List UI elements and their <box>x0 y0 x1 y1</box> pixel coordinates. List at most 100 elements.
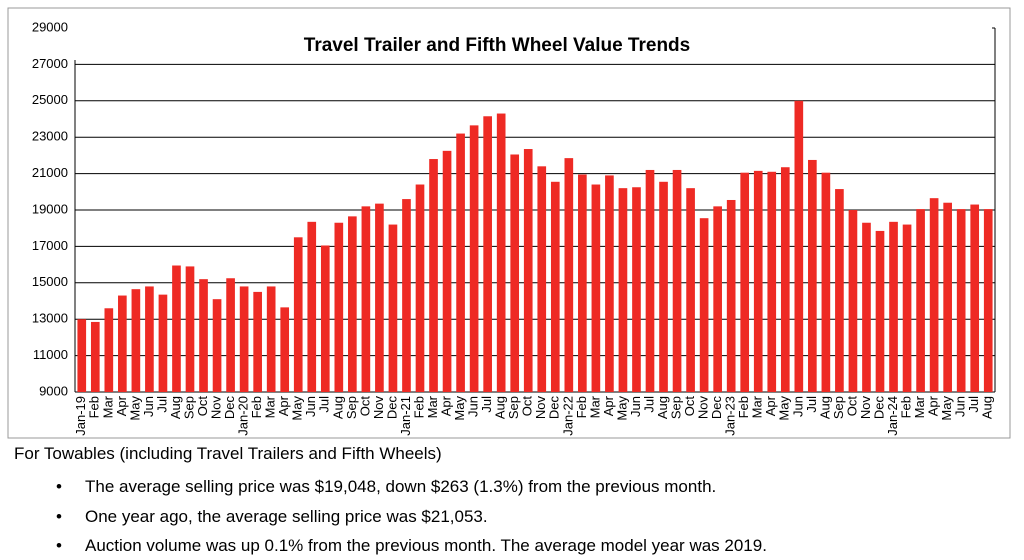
bar <box>862 222 871 392</box>
bar <box>523 149 533 392</box>
bar <box>686 188 695 392</box>
bar <box>740 172 750 392</box>
bar <box>185 266 195 392</box>
x-tick-label: Dec <box>709 396 724 420</box>
bar <box>280 307 290 392</box>
x-tick-label: Nov <box>858 396 873 420</box>
bar <box>889 221 898 392</box>
bar <box>821 172 831 392</box>
x-tick-label: Mar <box>100 395 115 418</box>
bar <box>875 230 885 392</box>
x-tick-label: Apr <box>438 395 453 416</box>
bar <box>307 221 317 392</box>
x-tick-label: Apr <box>114 395 129 416</box>
bar <box>388 224 398 392</box>
bar <box>618 188 628 392</box>
bar <box>510 154 520 392</box>
title-bg <box>72 18 992 60</box>
x-tick-label: Nov <box>533 396 548 420</box>
bar <box>916 209 925 392</box>
bar <box>266 286 276 392</box>
x-tick-label: Sep <box>506 396 521 419</box>
x-tick-label: Dec <box>547 396 562 420</box>
x-tick-label: Dec <box>871 396 886 420</box>
bar <box>158 294 168 392</box>
bar <box>334 222 344 392</box>
x-tick-label: Sep <box>831 396 846 419</box>
x-tick-label: Oct <box>357 396 372 417</box>
x-tick-label: Nov <box>371 396 386 420</box>
x-tick-label: Jan-20 <box>236 396 251 436</box>
y-tick-label: 21000 <box>32 165 68 180</box>
x-tick-label: Sep <box>344 396 359 419</box>
x-tick-label: Oct <box>520 396 535 417</box>
x-tick-label: Mar <box>263 395 278 418</box>
chart: 9000 11000 13000 15000 17000 19000 21000 23000 2… <box>7 7 1011 439</box>
x-tick-label: Feb <box>898 396 913 418</box>
bar <box>131 289 141 392</box>
bar <box>537 166 547 392</box>
bar <box>767 171 777 392</box>
bar <box>726 199 736 392</box>
x-tick-label: Feb <box>411 396 426 418</box>
x-tick-label: Oct <box>195 396 210 417</box>
bar <box>442 150 452 392</box>
x-tick-label: Jul <box>317 396 332 413</box>
y-tick-label: 17000 <box>32 238 68 253</box>
bar <box>659 181 668 392</box>
chart-frame <box>7 7 1011 439</box>
bar <box>713 206 722 392</box>
x-tick-label: Apr <box>926 395 941 416</box>
x-tick-label: Jul <box>641 396 656 413</box>
x-tick-label: Aug <box>980 396 995 419</box>
y-tick-label: 19000 <box>32 201 68 216</box>
bar <box>90 321 100 392</box>
bar <box>605 175 614 392</box>
x-tick-label: Jun <box>953 396 968 417</box>
bar <box>456 133 465 392</box>
bullet-text: One year ago, the average selling price … <box>85 507 488 526</box>
x-tick-label: Jun <box>466 396 481 417</box>
bar <box>591 184 601 392</box>
x-tick-label: May <box>290 396 305 421</box>
bar <box>929 198 939 392</box>
bar <box>578 174 587 392</box>
x-tick-label: Jun <box>628 396 643 417</box>
bar <box>956 209 966 392</box>
bar <box>402 199 411 392</box>
x-tick-label: Jul <box>154 396 169 413</box>
bar <box>145 286 154 392</box>
x-tick-label: Jan-24 <box>885 396 900 436</box>
x-tick-label: Jan-23 <box>723 396 738 436</box>
bar <box>239 286 249 392</box>
bar <box>970 204 980 392</box>
plot-area: 9000 11000 13000 15000 17000 19000 21000 23000 2… <box>32 19 996 436</box>
bar <box>753 170 763 392</box>
x-tick-label: Nov <box>208 396 223 420</box>
bar <box>469 125 479 393</box>
bar <box>672 169 682 392</box>
bar <box>496 113 506 392</box>
x-tick-label: Feb <box>736 396 751 418</box>
bar <box>794 100 804 393</box>
bar <box>632 187 641 392</box>
x-tick-label: Aug <box>655 396 670 419</box>
bar <box>550 181 560 392</box>
bullet-text: The average selling price was $19,048, d… <box>85 477 717 496</box>
x-tick-label: May <box>777 396 792 421</box>
y-tick-label: 23000 <box>32 129 68 144</box>
x-tick-label: May <box>452 396 467 421</box>
bar <box>77 319 87 392</box>
bar <box>902 224 912 392</box>
bar <box>808 159 817 392</box>
x-tick-label: Jan-19 <box>73 396 88 436</box>
x-tick-label: Jan-21 <box>398 396 413 436</box>
bar <box>780 167 790 392</box>
bar <box>564 158 574 392</box>
x-tick-label: Sep <box>668 396 683 419</box>
x-tick-label: Feb <box>87 396 102 418</box>
x-tick-label: Dec <box>384 396 399 420</box>
x-tick-label: Mar <box>912 395 927 418</box>
x-tick-label: Oct <box>682 396 697 417</box>
